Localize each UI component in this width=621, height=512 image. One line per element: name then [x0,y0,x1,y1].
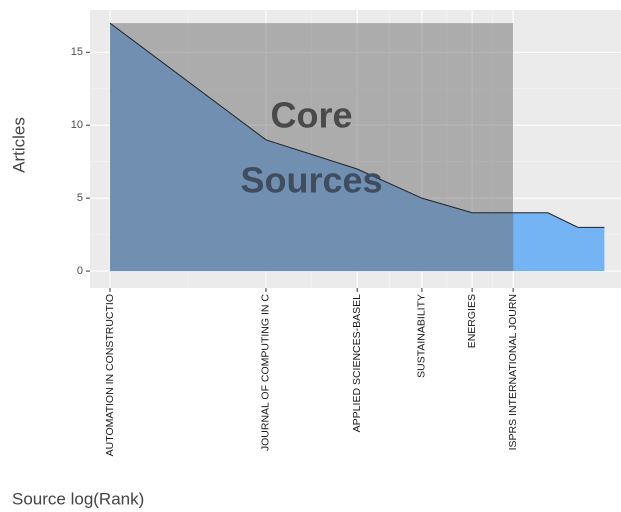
annotation: Core [271,95,353,136]
x-tick-label: SUSTAINABILITY [416,294,428,378]
x-tick-label: APPLIED SCIENCES-BASEL [351,294,363,432]
x-tick-label: ISPRS INTERNATIONAL JOURN [507,294,519,450]
y-tick-label: 15 [71,46,83,58]
y-tick-label: 5 [77,192,83,204]
core-region [109,23,514,272]
x-tick-label: ENERGIES [466,294,478,348]
y-tick-label: 10 [71,119,83,131]
y-tick-label: 0 [77,265,83,277]
area-line [109,22,605,228]
y-axis-title: Articles [9,117,28,173]
annotation: Sources [241,160,383,201]
x-tick-label: JOURNAL OF COMPUTING IN C [260,294,272,452]
x-axis-title: Source log(Rank) [12,489,144,508]
x-tick-label: AUTOMATION IN CONSTRUCTIO [104,294,116,456]
